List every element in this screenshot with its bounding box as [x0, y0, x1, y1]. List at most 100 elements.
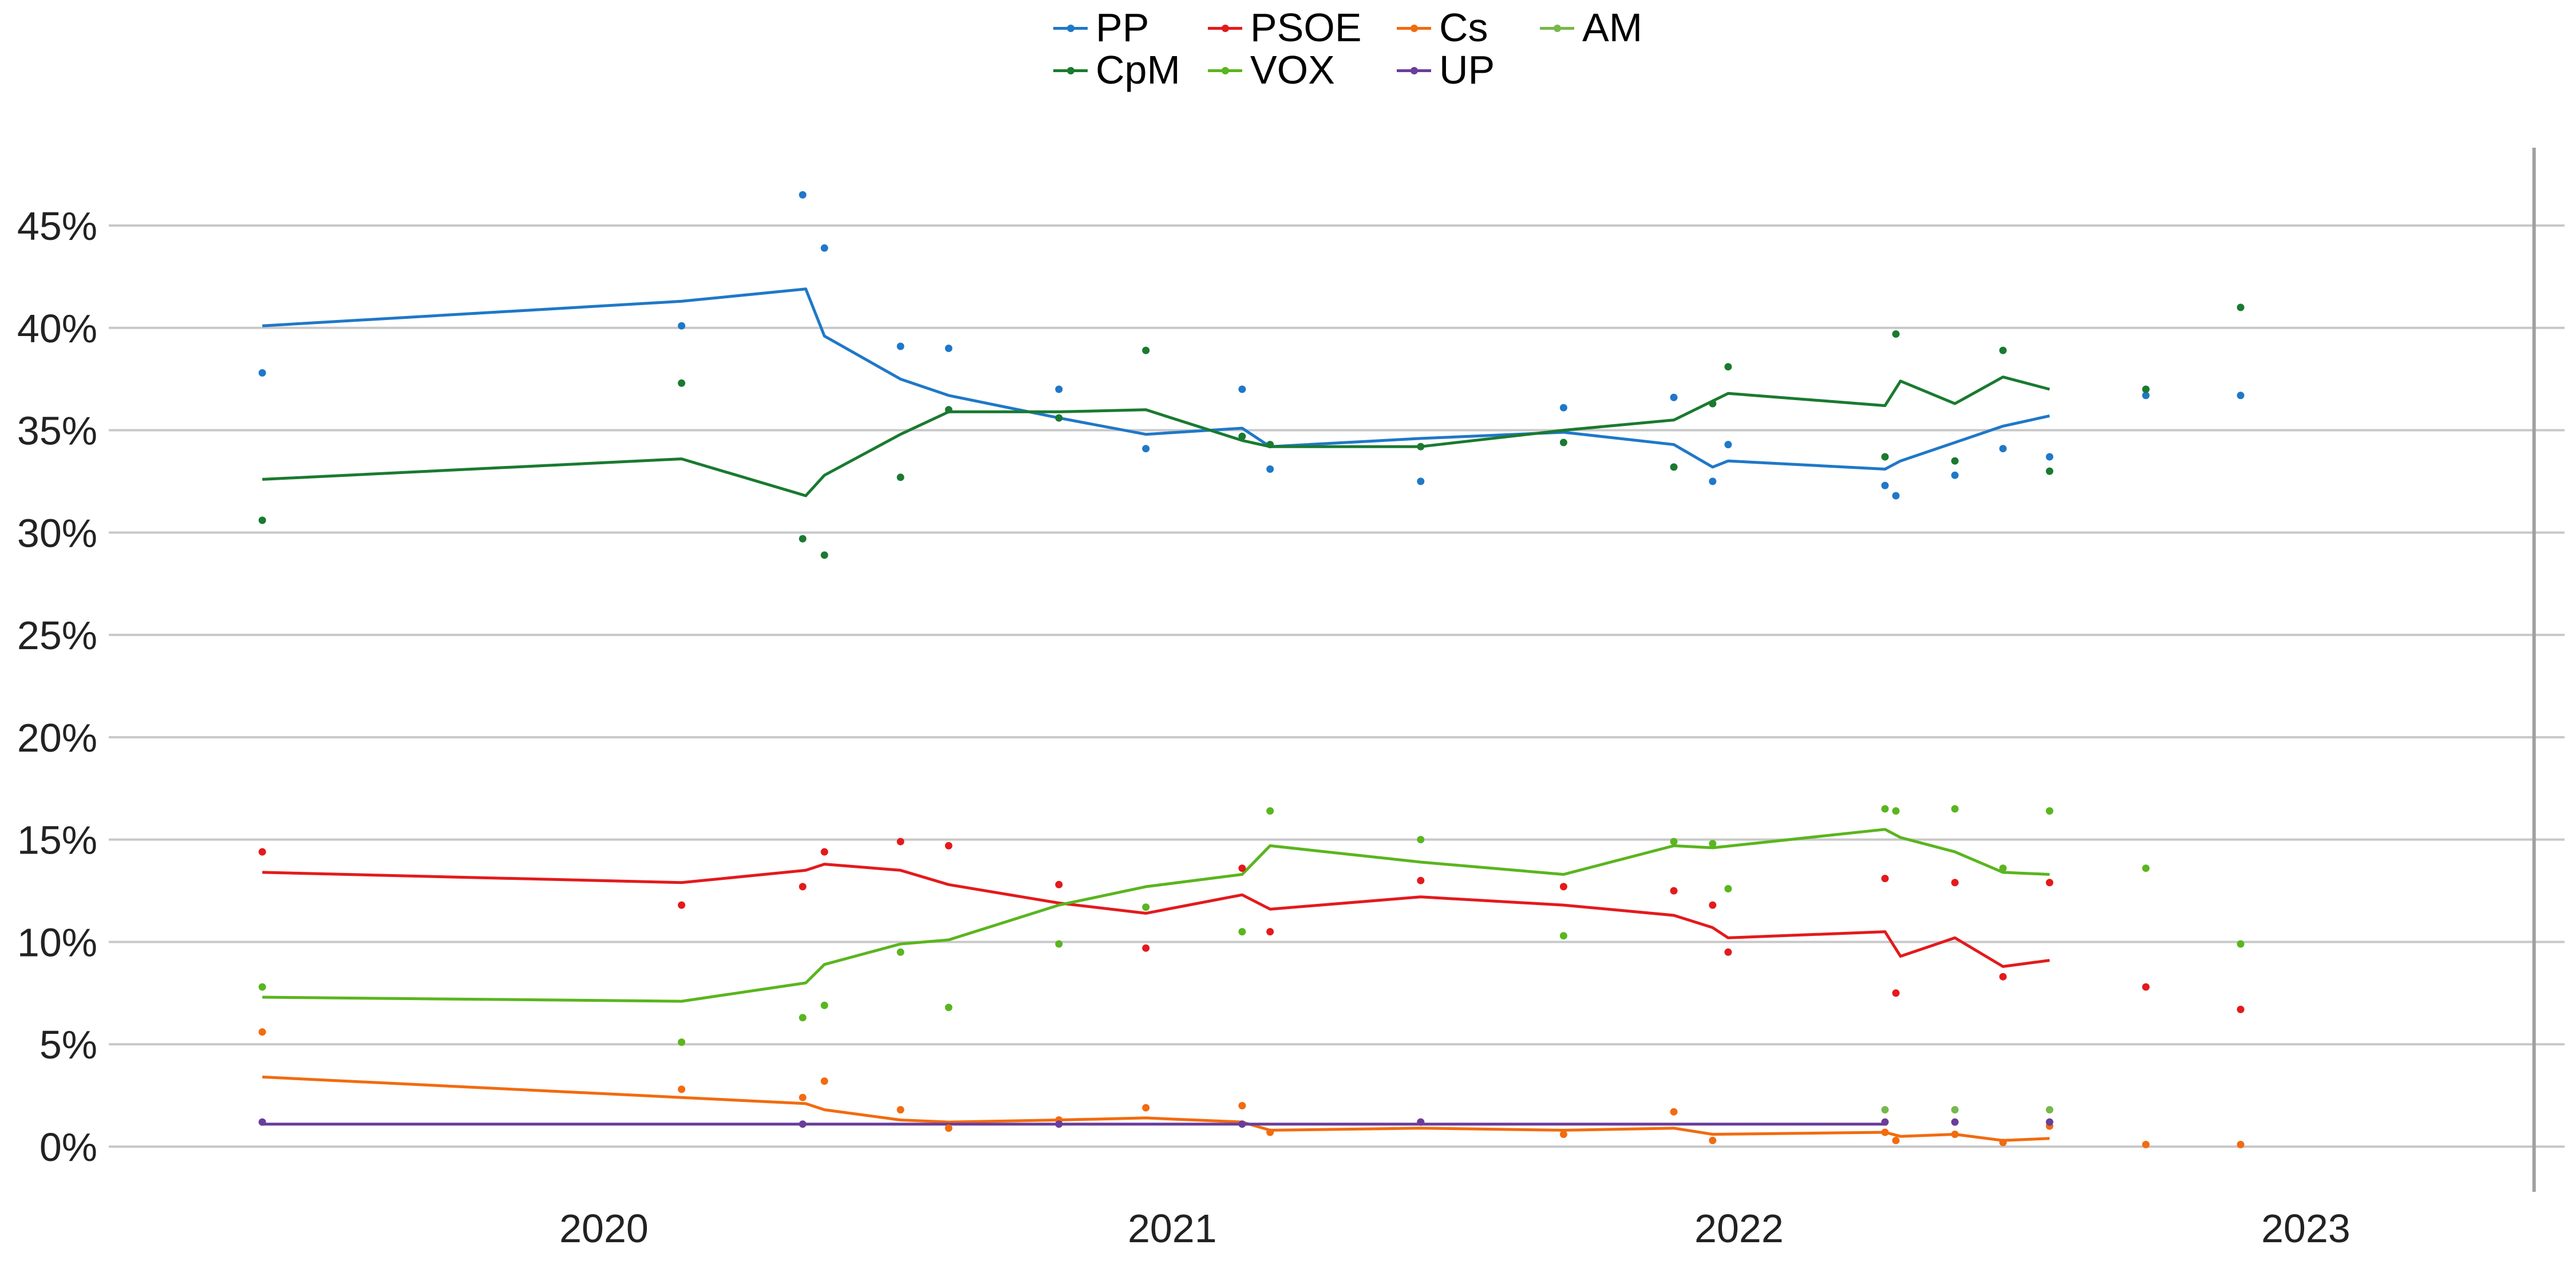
- series-point-psoe: [1238, 864, 1246, 872]
- series-point-cs: [1709, 1136, 1717, 1144]
- series-point-cpm: [1892, 330, 1900, 338]
- series-point-am: [2045, 1106, 2053, 1114]
- series-point-psoe: [1724, 948, 1732, 956]
- series-point-cpm: [1951, 457, 1959, 465]
- series-point-pp: [1892, 492, 1900, 500]
- series-point-up: [1055, 1120, 1063, 1128]
- series-point-pp: [2142, 392, 2150, 400]
- y-tick-label: 30%: [17, 511, 97, 555]
- series-point-cpm: [1559, 438, 1567, 447]
- series-point-cpm: [945, 406, 953, 414]
- series-point-psoe: [1709, 901, 1717, 909]
- series-point-up: [1238, 1120, 1246, 1128]
- legend-item-cs: Cs: [1397, 7, 1488, 48]
- series-point-psoe: [1951, 879, 1959, 887]
- series-point-cpm: [1724, 363, 1732, 371]
- series-point-pp: [258, 369, 266, 377]
- y-tick-label: 40%: [17, 306, 97, 351]
- series-point-cpm: [1881, 453, 1889, 461]
- series-point-vox: [1892, 807, 1900, 815]
- series-point-up: [1951, 1118, 1959, 1126]
- series-point-pp: [1881, 481, 1889, 489]
- legend-swatch-am: [1540, 7, 1574, 48]
- y-tick-label: 45%: [17, 204, 97, 248]
- legend-item-pp: PP: [1053, 7, 1149, 48]
- legend-label: UP: [1439, 48, 1495, 92]
- series-point-up: [258, 1118, 266, 1126]
- legend-item-am: AM: [1540, 7, 1642, 48]
- series-point-vox: [945, 1003, 953, 1012]
- series-point-cpm: [896, 473, 904, 481]
- series-point-pp: [678, 322, 686, 330]
- series-point-pp: [1559, 404, 1567, 412]
- series-line-cpm: [262, 376, 2050, 497]
- series-point-cs: [1266, 1128, 1274, 1136]
- series-point-cs: [1559, 1131, 1567, 1138]
- series-point-cpm: [1266, 441, 1274, 449]
- series-point-up: [799, 1120, 807, 1128]
- series-point-psoe: [678, 901, 686, 909]
- series-line-psoe: [262, 863, 2050, 968]
- series-point-vox: [1238, 928, 1246, 936]
- series-point-pp: [1670, 393, 1678, 401]
- series-point-psoe: [1892, 989, 1900, 997]
- legend-swatch-psoe: [1208, 7, 1242, 48]
- x-tick-label: 2021: [1128, 1206, 1217, 1251]
- series-point-pp: [1266, 465, 1274, 473]
- series-point-cpm: [1999, 346, 2007, 354]
- series-point-psoe: [2142, 983, 2150, 991]
- series-point-psoe: [1055, 880, 1063, 888]
- legend-swatch-pp: [1053, 7, 1088, 48]
- series-point-psoe: [1881, 875, 1889, 883]
- series-point-cs: [820, 1077, 828, 1085]
- y-tick-label: 25%: [17, 613, 97, 658]
- series-line-pp: [262, 287, 2050, 471]
- series-point-psoe: [1559, 883, 1567, 891]
- series-point-vox: [896, 948, 904, 956]
- series-point-cs: [896, 1106, 904, 1114]
- series-point-cs: [1892, 1136, 1900, 1144]
- series-point-cs: [1999, 1139, 2007, 1147]
- series-point-cs: [799, 1093, 807, 1101]
- legend: PP PSOE Cs AM CpM VOX UP: [0, 0, 2576, 137]
- series-point-pp: [1142, 445, 1150, 453]
- series-point-vox: [799, 1014, 807, 1022]
- x-tick-label: 2023: [2261, 1206, 2350, 1251]
- series-point-vox: [1417, 836, 1425, 844]
- legend-swatch-vox: [1208, 50, 1242, 90]
- series-point-cpm: [820, 551, 828, 559]
- series-point-pp: [1417, 477, 1425, 485]
- series-point-psoe: [258, 848, 266, 856]
- series-point-pp: [1055, 385, 1063, 393]
- series-point-pp: [2045, 453, 2053, 461]
- series-point-cpm: [2142, 385, 2150, 393]
- series-point-vox: [820, 1001, 828, 1009]
- series-point-vox: [1951, 805, 1959, 813]
- series-point-vox: [1266, 807, 1274, 815]
- series-point-vox: [2045, 807, 2053, 815]
- series-point-vox: [678, 1038, 686, 1046]
- series-point-cpm: [1055, 414, 1063, 422]
- x-tick-label: 2022: [1694, 1206, 1784, 1251]
- series-point-cpm: [799, 535, 807, 543]
- legend-label: PSOE: [1250, 5, 1362, 50]
- series-point-pp: [1999, 445, 2007, 453]
- legend-item-up: UP: [1397, 50, 1495, 90]
- series-point-cs: [1670, 1108, 1678, 1116]
- legend-item-psoe: PSOE: [1208, 7, 1362, 48]
- series-point-pp: [1238, 385, 1246, 393]
- series-point-cpm: [1238, 432, 1246, 440]
- legend-label: VOX: [1250, 48, 1335, 92]
- series-point-cpm: [1417, 442, 1425, 451]
- series-line-vox: [262, 828, 2050, 1003]
- series-point-psoe: [1670, 887, 1678, 895]
- series-point-cs: [258, 1028, 266, 1036]
- series-point-cs: [2142, 1140, 2150, 1148]
- legend-label: Cs: [1439, 5, 1488, 50]
- series-point-psoe: [1417, 876, 1425, 884]
- series-point-cs: [945, 1124, 953, 1132]
- legend-label: PP: [1096, 5, 1149, 50]
- legend-label: AM: [1582, 5, 1642, 50]
- series-point-up: [1417, 1118, 1425, 1126]
